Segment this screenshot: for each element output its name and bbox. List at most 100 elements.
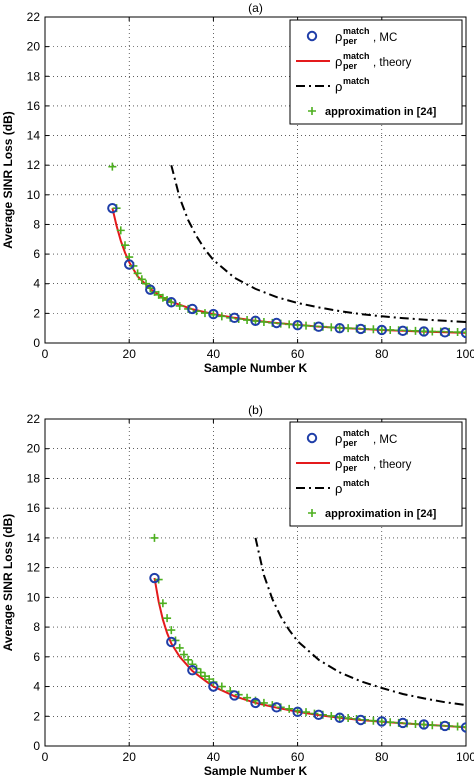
approx-plus-marker bbox=[369, 325, 378, 334]
legend-entry: approximation in [24] bbox=[308, 508, 437, 520]
mc-circle-marker bbox=[334, 712, 345, 723]
rho-match-line bbox=[170, 164, 466, 323]
plot-frame bbox=[44, 16, 467, 344]
approx-plus-marker bbox=[184, 655, 193, 664]
mc-circle-marker bbox=[355, 323, 366, 335]
y-tick-label: 10 bbox=[27, 590, 41, 604]
approx-plus-marker bbox=[411, 326, 420, 335]
x-tick-label: 40 bbox=[207, 750, 221, 764]
y-axis-label: Average SINR Loss (dB) bbox=[1, 111, 15, 249]
series-layer bbox=[149, 533, 466, 733]
mc-circle-marker bbox=[124, 259, 135, 270]
y-tick-label: 6 bbox=[33, 247, 40, 261]
chart-panel-b: (b) 0 20 40 60 80 100 0 2 4 6 8 10 12 14 16 18 20 22 Sample… bbox=[1, 403, 474, 776]
approx-plus-marker bbox=[175, 301, 184, 310]
legend-subscript: per bbox=[343, 36, 358, 46]
approx-plus-marker bbox=[200, 309, 209, 318]
approx-plus-marker bbox=[158, 599, 167, 608]
y-tick-label: 6 bbox=[33, 650, 40, 664]
mc-circle-marker bbox=[187, 664, 198, 676]
approx-plus-marker bbox=[419, 720, 428, 729]
x-tick-label: 20 bbox=[123, 347, 137, 361]
approx-plus-marker bbox=[163, 614, 172, 623]
approx-plus-marker bbox=[205, 675, 214, 684]
mc-circle-marker bbox=[229, 690, 240, 701]
x-tick-label: 60 bbox=[291, 347, 305, 361]
mc-circle-marker bbox=[145, 284, 156, 295]
legend-label: approximation in [24] bbox=[325, 106, 437, 118]
y-tick-label: 2 bbox=[33, 709, 40, 723]
theory-line bbox=[111, 207, 466, 334]
y-tick-label: 14 bbox=[27, 129, 41, 143]
approx-plus-marker bbox=[327, 711, 336, 720]
mc-circle-marker bbox=[313, 709, 324, 720]
y-tick-label: 4 bbox=[33, 277, 40, 291]
approx-plus-marker bbox=[243, 693, 252, 702]
legend-subscript: per bbox=[343, 438, 358, 448]
approx-plus-marker bbox=[158, 293, 167, 302]
legend-circle-marker bbox=[306, 30, 318, 42]
legend-symbol: ρ bbox=[335, 431, 342, 446]
mc-circle-marker bbox=[292, 320, 303, 331]
mc-circle-marker bbox=[397, 717, 409, 729]
approx-plus-marker bbox=[386, 325, 395, 334]
approx-plus-marker bbox=[217, 682, 226, 691]
mc-circle-marker bbox=[418, 719, 430, 730]
mc-circle-marker bbox=[149, 572, 160, 584]
legend-box bbox=[289, 19, 463, 125]
approx-plus-marker bbox=[419, 327, 428, 336]
chart-panel-a: (a) 0 20 40 60 80 100 0 2 4 6 8 10 12 14 16 18 20 22 Sample… bbox=[1, 1, 474, 375]
mc-circle-marker bbox=[107, 202, 118, 214]
approx-plus-marker bbox=[344, 714, 353, 723]
mc-circle-marker bbox=[229, 312, 240, 324]
x-tick-label: 20 bbox=[123, 750, 137, 764]
approx-plus-marker bbox=[462, 722, 466, 731]
approx-plus-marker bbox=[327, 323, 336, 332]
x-tick-label: 100 bbox=[456, 347, 474, 361]
mc-circle-marker bbox=[397, 325, 409, 337]
legend-symbol: ρ bbox=[335, 79, 342, 94]
approx-plus-marker bbox=[302, 321, 311, 330]
mc-circle-marker bbox=[187, 303, 198, 315]
rho-match-line bbox=[254, 537, 466, 707]
y-tick-label: 4 bbox=[33, 680, 40, 694]
approx-plus-marker bbox=[453, 722, 462, 731]
mc-circle-marker bbox=[376, 324, 387, 336]
legend-superscript: match bbox=[343, 478, 370, 488]
legend-plus-marker bbox=[308, 107, 316, 115]
legend-symbol: ρ bbox=[335, 54, 342, 69]
mc-circle-marker bbox=[250, 697, 261, 709]
approx-plus-marker bbox=[116, 226, 125, 235]
y-tick-label: 12 bbox=[27, 561, 41, 575]
mc-circle-marker bbox=[250, 315, 261, 326]
x-axis-label: Sample Number K bbox=[204, 361, 308, 375]
mc-circle-marker bbox=[418, 326, 430, 337]
y-axis-label: Average SINR Loss (dB) bbox=[1, 514, 15, 652]
y-tick-label: 22 bbox=[27, 412, 41, 426]
mc-circle-marker bbox=[271, 702, 282, 713]
approx-plus-marker bbox=[377, 325, 386, 334]
approx-plus-marker bbox=[243, 316, 252, 325]
y-tick-label: 12 bbox=[27, 158, 41, 172]
approx-plus-marker bbox=[428, 721, 437, 730]
approx-plus-marker bbox=[293, 321, 302, 330]
y-tick-label: 14 bbox=[27, 531, 41, 545]
mc-circle-marker bbox=[313, 321, 324, 332]
chart-title: (b) bbox=[248, 403, 263, 417]
legend-suffix: , MC bbox=[373, 32, 397, 44]
approx-plus-marker bbox=[386, 718, 395, 727]
approx-plus-marker bbox=[196, 668, 205, 677]
approx-plus-marker bbox=[179, 650, 188, 659]
approx-plus-marker bbox=[369, 716, 378, 725]
legend-suffix: , theory bbox=[373, 57, 412, 69]
x-tick-label: 40 bbox=[207, 347, 221, 361]
approx-plus-marker bbox=[167, 298, 176, 307]
legend-entry: ρ match bbox=[296, 478, 370, 496]
x-tick-label: 80 bbox=[375, 347, 389, 361]
approx-plus-marker bbox=[217, 312, 226, 321]
x-tick-label: 0 bbox=[42, 347, 49, 361]
